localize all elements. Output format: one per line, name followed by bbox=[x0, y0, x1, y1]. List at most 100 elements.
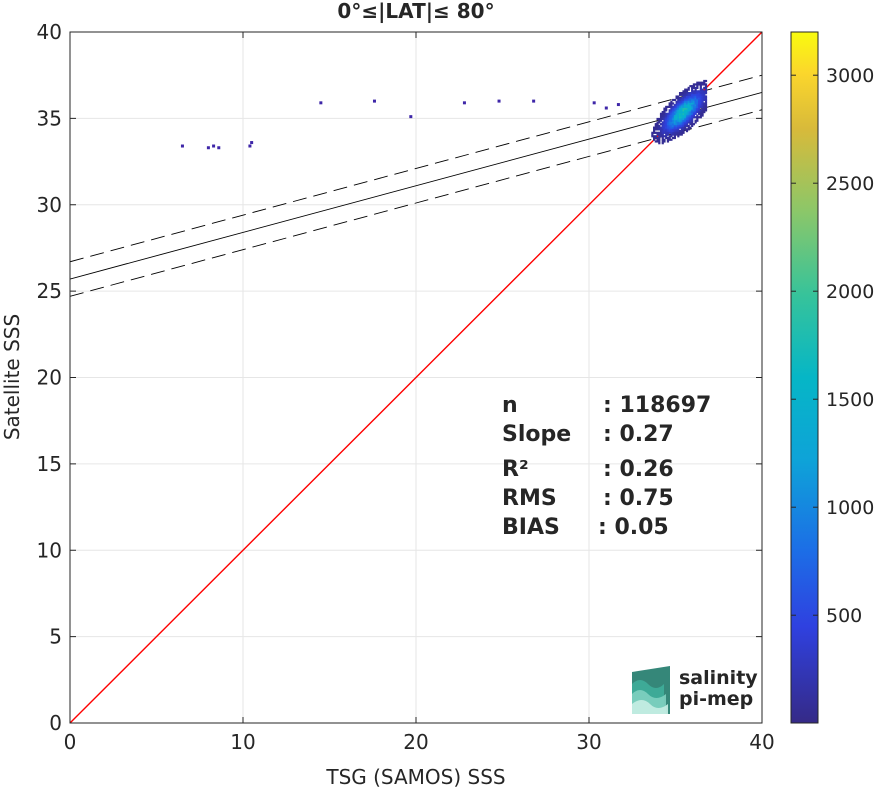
density-cell bbox=[694, 91, 697, 95]
density-cell bbox=[673, 109, 676, 112]
density-cell bbox=[678, 102, 682, 105]
density-cell bbox=[668, 121, 671, 124]
density-cell bbox=[697, 95, 701, 98]
stat-r2-value: : 0.26 bbox=[603, 457, 674, 482]
density-cell bbox=[687, 95, 690, 98]
density-cell bbox=[659, 114, 663, 117]
density-cell bbox=[691, 109, 694, 112]
density-cell bbox=[658, 140, 661, 143]
density-cell bbox=[699, 98, 702, 102]
density-cell bbox=[696, 110, 699, 114]
density-cell bbox=[684, 114, 687, 117]
density-cell bbox=[704, 105, 708, 109]
density-cell bbox=[697, 102, 701, 105]
sparse-point bbox=[497, 99, 501, 103]
density-cell bbox=[684, 97, 687, 100]
density-cell bbox=[687, 86, 690, 90]
density-cell bbox=[696, 105, 699, 109]
density-cell bbox=[675, 124, 678, 128]
density-cell bbox=[696, 116, 699, 119]
density-cell bbox=[654, 124, 657, 128]
density-cell bbox=[687, 112, 690, 115]
density-cell bbox=[678, 105, 682, 109]
density-cell bbox=[692, 102, 695, 105]
density-cell bbox=[663, 123, 666, 126]
y-axis-ticks: 0 5 10 15 20 25 30 35 40 bbox=[37, 20, 762, 735]
density-cell bbox=[699, 97, 702, 100]
sparse-point bbox=[616, 103, 620, 107]
density-cell bbox=[699, 112, 702, 115]
density-cell bbox=[697, 116, 701, 119]
density-cell bbox=[654, 128, 657, 131]
density-cell bbox=[656, 124, 659, 128]
density-cell bbox=[696, 104, 699, 107]
density-cell bbox=[696, 109, 699, 112]
density-cell bbox=[694, 102, 697, 105]
density-cell bbox=[689, 110, 692, 114]
density-cell bbox=[689, 102, 692, 105]
density-cell bbox=[687, 91, 690, 95]
density-cell bbox=[701, 83, 704, 86]
density-cell bbox=[677, 95, 680, 98]
density-cell bbox=[694, 112, 697, 115]
density-cell bbox=[697, 90, 701, 93]
density-cell bbox=[661, 128, 664, 131]
density-cell bbox=[701, 98, 704, 102]
density-cell bbox=[665, 126, 668, 129]
density-cell bbox=[678, 117, 682, 121]
density-cell bbox=[673, 107, 676, 110]
density-cell bbox=[701, 88, 704, 91]
fit-lines bbox=[70, 32, 762, 723]
density-cell bbox=[687, 126, 690, 129]
density-cell bbox=[666, 119, 670, 122]
density-cell bbox=[673, 104, 676, 107]
density-cell bbox=[673, 133, 676, 136]
density-cell bbox=[684, 98, 687, 102]
density-cell bbox=[701, 114, 704, 117]
density-cell bbox=[658, 133, 661, 136]
density-cell bbox=[691, 86, 694, 90]
density-cell bbox=[687, 88, 690, 91]
density-cell bbox=[696, 97, 699, 100]
density-cell bbox=[672, 98, 675, 102]
density-cell bbox=[703, 98, 706, 102]
density-cell bbox=[689, 126, 692, 129]
density-cell bbox=[658, 128, 661, 131]
density-cell bbox=[663, 131, 666, 134]
density-cell bbox=[692, 109, 695, 112]
density-cell bbox=[673, 116, 676, 119]
density-cell bbox=[684, 95, 687, 98]
density-cell bbox=[699, 83, 702, 86]
density-cell bbox=[694, 97, 697, 100]
density-cell bbox=[653, 126, 656, 129]
density-cell bbox=[703, 109, 706, 112]
density-cell bbox=[682, 116, 685, 119]
density-cell bbox=[663, 117, 666, 121]
density-cell bbox=[672, 121, 675, 124]
density-cell bbox=[659, 119, 663, 122]
density-cell bbox=[680, 123, 683, 126]
density-cell bbox=[663, 140, 666, 143]
colorbar-tick-label: 1000 bbox=[826, 497, 874, 519]
density-cell bbox=[692, 104, 695, 107]
density-cell bbox=[661, 112, 664, 115]
density-cell bbox=[692, 98, 695, 102]
density-cell bbox=[697, 107, 701, 110]
density-cell bbox=[682, 95, 685, 98]
density-cell bbox=[658, 126, 661, 129]
density-cell bbox=[670, 128, 673, 131]
stat-slope-label: Slope bbox=[502, 422, 571, 447]
density-cell bbox=[703, 95, 706, 98]
density-cell bbox=[684, 128, 687, 131]
density-cell bbox=[685, 102, 689, 105]
density-cell bbox=[692, 95, 695, 98]
density-cell bbox=[701, 112, 704, 115]
density-cell bbox=[704, 104, 708, 107]
density-cell bbox=[689, 109, 692, 112]
density-cell bbox=[661, 114, 664, 117]
density-cell bbox=[665, 105, 668, 109]
density-cell bbox=[687, 102, 690, 105]
density-cell bbox=[668, 109, 671, 112]
density-cell bbox=[680, 117, 683, 121]
density-cell bbox=[684, 107, 687, 110]
